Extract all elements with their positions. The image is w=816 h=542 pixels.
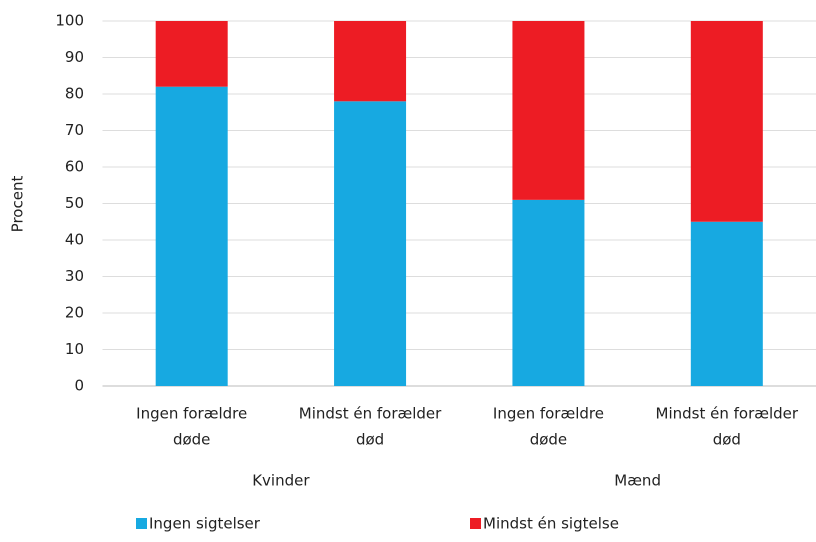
y-tick-label: 40 [65,231,84,249]
legend-label: Mindst én sigtelse [483,515,619,533]
y-tick-label: 100 [55,12,84,30]
y-tick-label: 90 [65,48,84,66]
y-tick-label: 80 [65,85,84,103]
legend-swatch [136,518,147,529]
y-tick-label: 0 [74,377,84,395]
bar-segment [155,21,228,87]
y-tick-label: 10 [65,340,84,358]
y-tick-label: 60 [65,158,84,176]
group-label: Kvinder [252,472,310,490]
y-tick-label: 20 [65,304,84,322]
y-axis-label: Procent [9,176,27,233]
legend-swatch [470,518,481,529]
bar-segment [334,21,407,102]
x-tick-label: død [713,431,741,449]
x-tick-label: Mindst én forælder [656,405,799,423]
x-tick-label: død [356,431,384,449]
bar-segment [512,199,585,386]
bar-segment [512,21,585,200]
bar-segment [690,221,763,386]
x-tick-label: døde [173,431,210,449]
y-tick-label: 70 [65,121,84,139]
x-tick-label: Ingen forældre [493,405,604,423]
x-tick-label: Ingen forældre [136,405,247,423]
x-tick-label: døde [530,431,567,449]
group-label: Mænd [614,472,661,490]
bar-segment [155,86,228,386]
y-tick-label: 50 [65,194,84,212]
y-tick-label: 30 [65,267,84,285]
legend-label: Ingen sigtelser [149,515,261,533]
bar-segment [690,21,763,222]
bar-segment [334,101,407,387]
x-tick-label: Mindst én forælder [299,405,442,423]
